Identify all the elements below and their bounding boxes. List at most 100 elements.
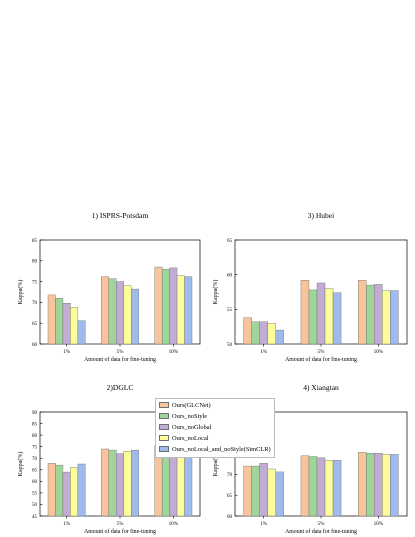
bar — [316, 457, 326, 517]
legend-swatch-nostyle — [159, 413, 169, 419]
legend-label: Ours_noGlobal — [172, 423, 212, 431]
bar — [332, 292, 342, 345]
bar — [108, 449, 117, 517]
chart-title: 2)DGLC — [107, 383, 134, 392]
bar — [154, 266, 163, 345]
bar — [308, 456, 318, 517]
bar — [300, 455, 310, 517]
y-tick-label: 50 — [227, 343, 233, 348]
legend-swatch-nolocal — [159, 435, 169, 441]
bar — [259, 462, 268, 517]
x-tick-label: 5% — [117, 521, 125, 527]
y-tick-label: 90 — [32, 411, 38, 416]
legend-label: Ours_noStyle — [172, 412, 208, 420]
y-tick-label: 55 — [32, 492, 38, 497]
bar — [366, 452, 375, 517]
bar — [275, 471, 284, 517]
bar — [108, 278, 117, 345]
y-tick-label: 45 — [32, 515, 38, 520]
legend-item: Ours(GLCNet) — [159, 401, 211, 409]
x-tick-label: 5% — [318, 521, 326, 527]
y-tick-label: 75 — [32, 280, 38, 285]
bar — [300, 280, 310, 345]
bar — [70, 467, 79, 517]
y-tick-label: 70 — [32, 301, 38, 306]
bar — [267, 323, 276, 345]
y-tick-label: 60 — [32, 343, 38, 348]
x-axis-label: Amount of data for fine-tuning — [84, 528, 156, 535]
bar — [366, 284, 375, 345]
y-tick-label: 65 — [227, 494, 233, 499]
legend-label: Ours_noLocal — [172, 434, 209, 442]
y-tick-label: 50 — [32, 503, 38, 508]
legend-label: Ours_noLocal_and_noStyle(SimCLR) — [172, 445, 271, 453]
bar — [374, 452, 383, 517]
x-tick-label: 1% — [260, 521, 268, 527]
y-axis-label: Kappa(%) — [212, 452, 219, 477]
y-tick-label: 75 — [32, 445, 38, 450]
legend-swatch-noglobal — [159, 424, 169, 430]
y-tick-label: 70 — [227, 473, 233, 478]
bar — [101, 448, 110, 517]
x-tick-label: 10% — [374, 349, 384, 355]
bar — [243, 317, 252, 345]
bar — [324, 460, 334, 517]
bar — [116, 453, 124, 517]
legend-item: Ours_noLocal_and_noStyle(SimCLR) — [159, 445, 271, 453]
x-tick-label: 1% — [63, 349, 71, 355]
bar — [259, 321, 268, 345]
bar — [267, 468, 276, 517]
bar — [358, 280, 367, 345]
bar — [243, 465, 252, 517]
x-tick-label: 10% — [169, 521, 179, 527]
y-axis-label: Kappa(%) — [212, 280, 219, 305]
bar — [101, 276, 110, 345]
legend: Ours(GLCNet) Ours_noStyle Ours_noGlobal … — [155, 398, 275, 458]
y-tick-label: 85 — [32, 239, 38, 244]
legend-swatch-glcnet — [159, 402, 169, 408]
chart-potsdam: 60 65 70 75 80 85 1% 5% 10% 1) ISPRS-Potsdam Amoun… — [17, 211, 201, 363]
legend-item: Ours_noLocal — [159, 434, 209, 442]
bar — [47, 463, 56, 517]
y-tick-label: 70 — [32, 457, 38, 462]
bar — [382, 454, 391, 517]
y-tick-label: 60 — [227, 273, 233, 278]
chart-title: 1) ISPRS-Potsdam — [92, 211, 149, 220]
y-tick-label: 80 — [32, 260, 38, 265]
x-tick-label: 1% — [63, 521, 71, 527]
bar — [390, 290, 399, 345]
y-tick-label: 65 — [32, 469, 38, 474]
x-tick-label: 5% — [318, 349, 326, 355]
y-tick-label: 65 — [32, 322, 38, 327]
bar — [324, 288, 334, 345]
bar — [62, 303, 71, 345]
bar — [390, 454, 399, 517]
y-tick-label: 55 — [227, 308, 233, 313]
bar — [251, 321, 260, 345]
x-axis-label: Amount of data for fine-tuning — [285, 356, 357, 363]
chart-hubei: 50 55 60 65 1% 5% 10% 3) Hubei Amount of data fo… — [212, 211, 408, 363]
bar — [169, 267, 178, 345]
legend-label: Ours(GLCNet) — [172, 401, 211, 409]
bar — [123, 451, 132, 517]
x-tick-label: 10% — [169, 349, 179, 355]
x-axis-label: Amount of data for fine-tuning — [84, 356, 156, 363]
y-axis-label: Kappa(%) — [17, 452, 24, 477]
bar — [176, 275, 185, 345]
bar — [161, 268, 170, 345]
bar — [55, 298, 64, 345]
bar — [77, 320, 86, 345]
chart-title: 4) Xiangtan — [303, 383, 339, 392]
y-axis-label: Kappa(%) — [17, 280, 24, 305]
y-tick-label: 65 — [227, 239, 233, 244]
bar — [358, 452, 367, 517]
y-tick-label: 85 — [32, 422, 38, 427]
bar — [251, 465, 260, 517]
legend-swatch-simclr — [159, 446, 169, 452]
bar — [70, 307, 79, 345]
y-tick-label: 80 — [32, 434, 38, 439]
y-tick-label: 60 — [32, 480, 38, 485]
bar — [123, 285, 132, 345]
